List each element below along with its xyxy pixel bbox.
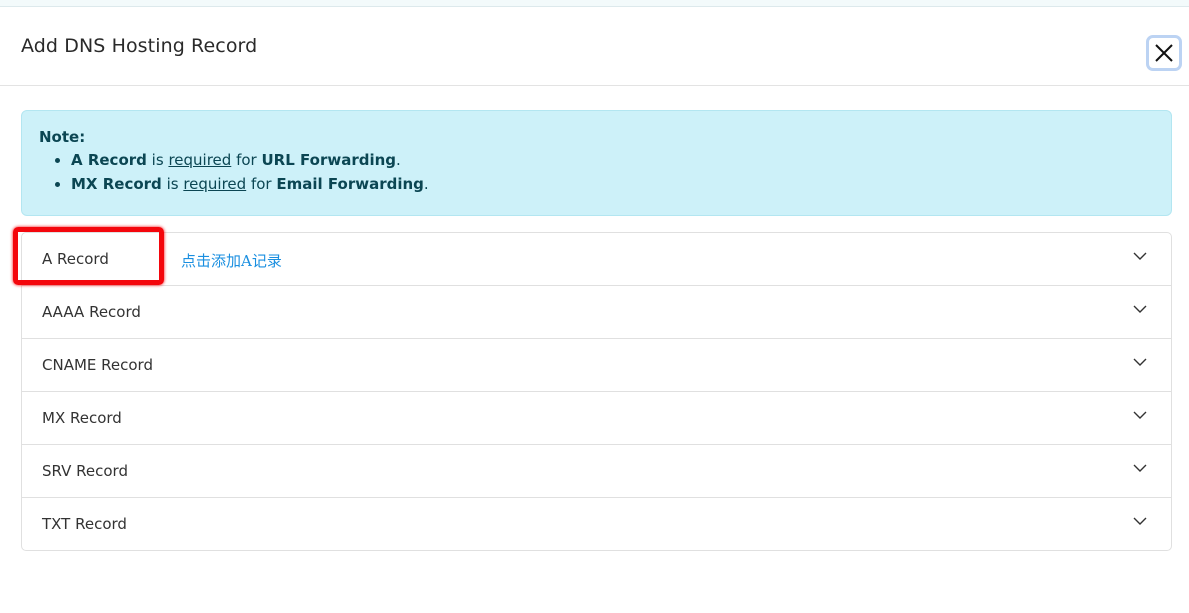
chevron-down-icon xyxy=(1133,305,1147,313)
record-accordion: A Record AAAA Record CNAME Record MX Record… xyxy=(21,232,1172,551)
top-strip xyxy=(0,0,1189,7)
note-text: . xyxy=(423,175,429,193)
chevron-down-icon xyxy=(1133,411,1147,419)
note-text: is xyxy=(151,151,164,169)
close-button[interactable] xyxy=(1146,35,1182,71)
highlight-box xyxy=(13,227,164,285)
note-heading: Note: xyxy=(39,128,86,146)
close-icon xyxy=(1155,44,1173,62)
note-record: A Record xyxy=(71,151,147,169)
accordion-item-cname[interactable]: CNAME Record xyxy=(22,339,1171,392)
chevron-down-icon xyxy=(1133,252,1147,260)
accordion-item-a[interactable]: A Record xyxy=(22,233,1171,286)
chevron-down-icon xyxy=(1133,464,1147,472)
note-text: for xyxy=(250,175,272,193)
required-link[interactable]: required xyxy=(183,175,247,193)
note-text: for xyxy=(236,151,257,169)
note-record: MX Record xyxy=(71,175,162,193)
note-target: URL Forwarding xyxy=(261,151,397,169)
note-text: is xyxy=(166,175,179,193)
note-target: Email Forwarding xyxy=(276,175,424,193)
accordion-item-srv[interactable]: SRV Record xyxy=(22,445,1171,498)
accordion-item-label: TXT Record xyxy=(42,515,127,533)
dialog-title: Add DNS Hosting Record xyxy=(21,35,258,57)
note-item: A Record is required for URL Forwarding. xyxy=(71,148,1171,172)
note-item: MX Record is required for Email Forwardi… xyxy=(71,172,1171,196)
accordion-item-label: AAAA Record xyxy=(42,303,141,321)
accordion-item-aaaa[interactable]: AAAA Record xyxy=(22,286,1171,339)
annotation-hint: 点击添加A记录 xyxy=(181,252,282,270)
note-box: Note: A Record is required for URL Forwa… xyxy=(21,110,1172,216)
required-link[interactable]: required xyxy=(168,151,232,169)
chevron-down-icon xyxy=(1133,358,1147,366)
note-text: . xyxy=(396,151,401,169)
accordion-item-txt[interactable]: TXT Record xyxy=(22,498,1171,551)
dialog-header: Add DNS Hosting Record xyxy=(0,7,1189,86)
accordion-item-label: SRV Record xyxy=(42,462,128,480)
chevron-down-icon xyxy=(1133,517,1147,525)
accordion-item-label: MX Record xyxy=(42,409,122,427)
accordion-item-label: CNAME Record xyxy=(42,356,153,374)
accordion-item-label: A Record xyxy=(42,250,109,268)
accordion-item-mx[interactable]: MX Record xyxy=(22,392,1171,445)
